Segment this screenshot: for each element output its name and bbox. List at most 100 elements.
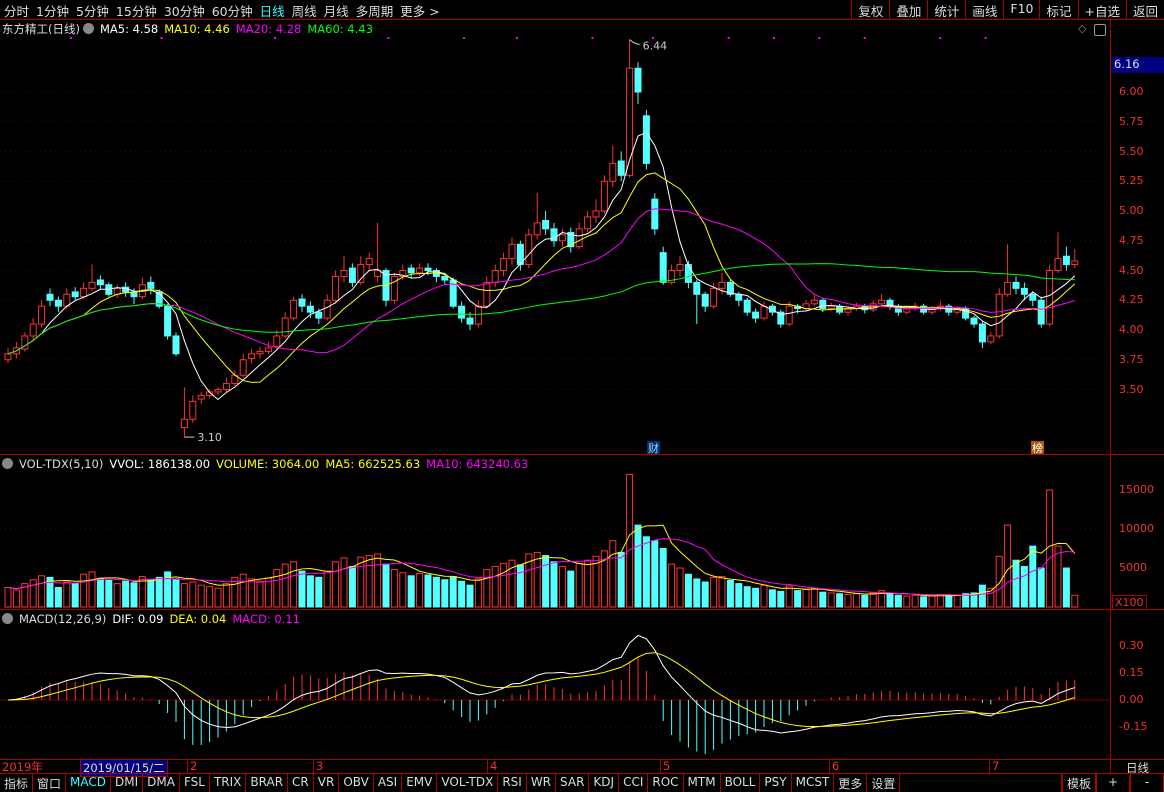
candle <box>508 243 516 260</box>
dropdown-icon[interactable] <box>2 458 13 469</box>
indicator-tab[interactable]: BRAR <box>246 774 289 792</box>
action-button[interactable]: F10 <box>1003 0 1039 20</box>
candle <box>651 198 659 230</box>
candle <box>743 299 751 313</box>
indicator-tab[interactable]: DMA <box>143 774 180 792</box>
action-button[interactable]: 标记 <box>1039 0 1077 20</box>
ma10-value: MA10: 4.46 <box>164 22 230 36</box>
period-tab[interactable]: 1分钟 <box>36 4 69 19</box>
action-button[interactable]: 画线 <box>965 0 1003 20</box>
indicator-tab[interactable]: MCST <box>792 774 835 792</box>
candle <box>500 258 508 272</box>
indicator-tab[interactable]: 更多 <box>834 774 868 792</box>
ma60-value: MA60: 4.43 <box>307 22 373 36</box>
period-tab[interactable]: 分时 <box>4 4 30 19</box>
indicator-tab[interactable]: DMI <box>111 774 144 792</box>
dropdown-icon[interactable] <box>2 613 13 624</box>
template-button[interactable]: 模板 <box>1061 774 1096 792</box>
template-button[interactable]: - <box>1130 774 1164 792</box>
volume-bar <box>886 593 894 608</box>
y-axis: 6.00 5.75 5.50 5.25 5.00 4.75 4.50 4.25 4.00 3.75… <box>1110 20 1164 760</box>
chart-canvas[interactable]: 6.44 3.10 财 榜 <box>0 0 1110 760</box>
template-button[interactable]: + <box>1096 774 1130 792</box>
action-button[interactable]: +自选 <box>1077 0 1126 20</box>
volume-bar <box>710 576 718 608</box>
candle <box>987 335 995 343</box>
indicator-tab[interactable]: RSI <box>498 774 527 792</box>
indicator-tab[interactable]: 指标 <box>0 774 34 792</box>
indicator-tab[interactable]: ASI <box>374 774 403 792</box>
vol-ma10-line <box>7 538 1075 596</box>
event-dot <box>463 37 465 39</box>
event-dot <box>387 37 390 39</box>
period-tab[interactable]: 周线 <box>291 4 317 19</box>
volume-bar <box>12 589 20 608</box>
period-tab[interactable]: 月线 <box>323 4 349 19</box>
volume-bar <box>273 569 281 608</box>
candle <box>626 67 634 176</box>
indicator-tab[interactable]: OBV <box>339 774 374 792</box>
macd-legend: MACD(12,26,9) DIF: 0.09 DEA: 0.04 MACD: 0.1… <box>2 612 306 626</box>
low-label: 3.10 <box>197 431 222 444</box>
dropdown-icon[interactable] <box>82 23 94 34</box>
y-tick-label: 5000 <box>1119 561 1147 574</box>
indicator-tab[interactable]: SAR <box>556 774 590 792</box>
candle <box>642 115 650 164</box>
ma20-value: MA20: 4.28 <box>235 22 302 36</box>
diamond-icon[interactable]: ◇ <box>1078 22 1087 35</box>
period-toolbar: 分时 1分钟 5分钟 15分钟 30分钟 60分钟 日线 周线 月线 多周期 更多 > <box>0 0 1164 20</box>
candle <box>668 270 676 283</box>
action-button[interactable]: 叠加 <box>889 0 927 20</box>
volume-bar <box>626 473 634 608</box>
indicator-tab[interactable]: EMV <box>402 774 438 792</box>
event-dot <box>274 37 276 39</box>
candle <box>970 317 978 325</box>
volume-bar <box>306 575 314 608</box>
panel-toggle-icon[interactable] <box>1094 24 1106 36</box>
indicator-tab[interactable]: MTM <box>684 774 721 792</box>
volume-bar <box>416 572 424 608</box>
indicator-tab[interactable]: WR <box>527 774 557 792</box>
volume-bar <box>693 578 701 608</box>
indicator-tab[interactable]: VOL-TDX <box>437 774 499 792</box>
indicator-tab[interactable]: PSY <box>760 774 792 792</box>
candle <box>810 299 818 305</box>
vvol-value: VVOL: 186138.00 <box>109 457 211 471</box>
period-tab[interactable]: 日线 <box>259 4 285 19</box>
indicator-tab[interactable]: ROC <box>648 774 684 792</box>
indicator-tab[interactable]: FSL <box>180 774 210 792</box>
volume-bar <box>256 580 264 608</box>
volume-bar <box>491 565 499 608</box>
indicator-tab[interactable]: TRIX <box>210 774 247 792</box>
volume-bar <box>701 581 709 608</box>
candle <box>281 317 289 337</box>
period-tab[interactable]: 5分钟 <box>75 4 109 19</box>
candle <box>1062 255 1070 266</box>
period-tab[interactable]: 15分钟 <box>115 4 157 19</box>
indicator-tab[interactable]: BOLL <box>721 774 761 792</box>
action-button[interactable]: 复权 <box>851 0 889 20</box>
volume-bar <box>668 563 676 608</box>
indicator-tab[interactable]: CCI <box>619 774 649 792</box>
candle <box>222 383 230 390</box>
indicator-tab[interactable]: 窗口 <box>33 774 67 792</box>
candle <box>676 264 684 271</box>
year-label: 2019年 <box>2 760 43 774</box>
period-tab[interactable]: 多周期 <box>355 4 394 19</box>
volume-bar <box>264 577 272 608</box>
period-tab[interactable]: 更多 > <box>400 4 440 19</box>
indicator-tab[interactable]: VR <box>314 774 340 792</box>
ranking-marker: 榜 <box>1032 441 1043 455</box>
indicator-tab[interactable]: 设置 <box>867 774 901 792</box>
candle <box>306 305 314 313</box>
action-button[interactable]: 返回 <box>1125 0 1164 20</box>
indicator-tab[interactable]: MACD <box>66 774 112 792</box>
indicator-tab[interactable]: CR <box>288 774 314 792</box>
period-tab[interactable]: 30分钟 <box>163 4 205 19</box>
indicator-tab[interactable]: KDJ <box>589 774 620 792</box>
month-label: 5 <box>660 759 670 773</box>
candle <box>600 180 608 212</box>
period-tab[interactable]: 60分钟 <box>211 4 253 19</box>
action-button[interactable]: 统计 <box>927 0 965 20</box>
ma10-line <box>7 172 1076 383</box>
